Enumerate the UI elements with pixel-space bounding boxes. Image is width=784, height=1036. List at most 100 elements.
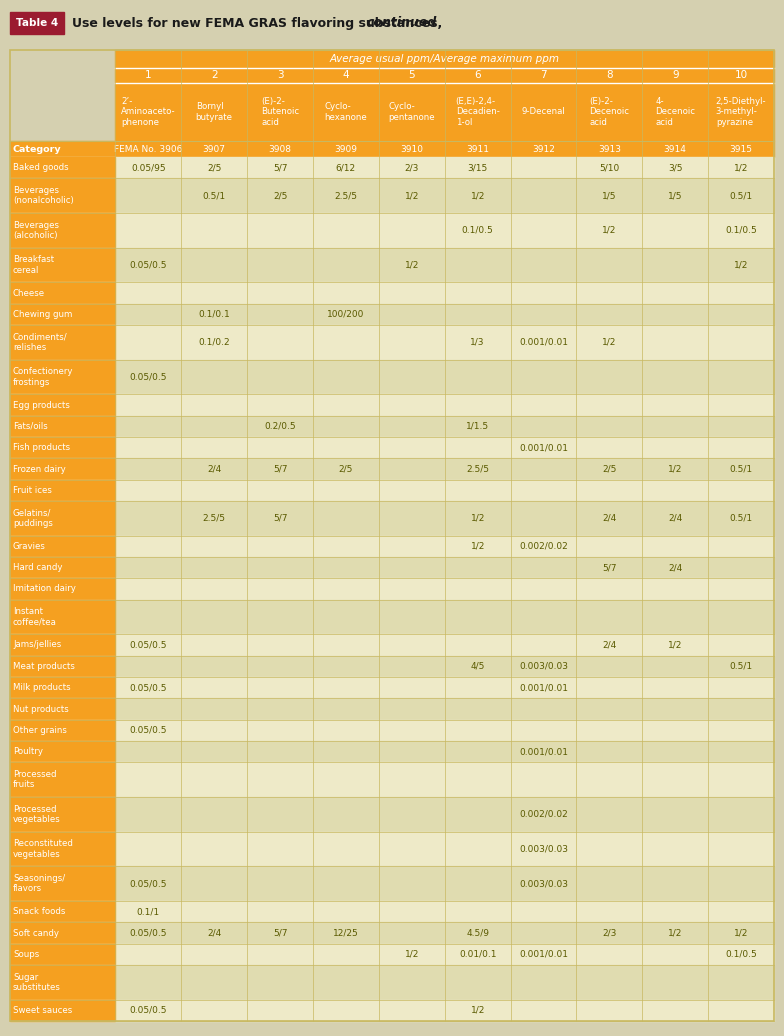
Text: 3/5: 3/5 bbox=[668, 163, 682, 172]
Text: 2: 2 bbox=[211, 70, 217, 81]
Text: Sugar
substitutes: Sugar substitutes bbox=[13, 973, 61, 992]
Text: 0.05/0.5: 0.05/0.5 bbox=[129, 726, 167, 735]
Text: 0.05/0.5: 0.05/0.5 bbox=[129, 260, 167, 269]
Text: 0.1/0.5: 0.1/0.5 bbox=[462, 226, 493, 235]
Text: 0.1/0.5: 0.1/0.5 bbox=[725, 226, 757, 235]
Text: 4/5: 4/5 bbox=[470, 662, 485, 671]
Text: Snack foods: Snack foods bbox=[13, 908, 65, 916]
Text: 5/7: 5/7 bbox=[273, 464, 287, 473]
Bar bbox=[10, 304, 774, 325]
Bar bbox=[10, 157, 115, 178]
Text: Instant
coffee/tea: Instant coffee/tea bbox=[13, 607, 57, 627]
Bar bbox=[10, 600, 115, 634]
Text: Meat products: Meat products bbox=[13, 662, 75, 671]
Text: 5/7: 5/7 bbox=[273, 163, 287, 172]
Text: 0.5/1: 0.5/1 bbox=[729, 192, 753, 200]
Bar bbox=[10, 656, 774, 677]
Text: (E)-2-
Decenoic
acid: (E)-2- Decenoic acid bbox=[590, 96, 630, 127]
Bar bbox=[10, 634, 774, 656]
Bar bbox=[10, 866, 774, 901]
Text: 2/5: 2/5 bbox=[602, 464, 616, 473]
Bar bbox=[10, 437, 774, 458]
Bar bbox=[10, 415, 115, 437]
Text: 1/2: 1/2 bbox=[734, 928, 748, 938]
Text: Fish products: Fish products bbox=[13, 443, 70, 452]
Bar bbox=[10, 501, 774, 536]
Bar bbox=[10, 741, 115, 762]
Bar bbox=[10, 901, 115, 922]
Text: Gelatins/
puddings: Gelatins/ puddings bbox=[13, 509, 53, 528]
Text: 2/3: 2/3 bbox=[602, 928, 616, 938]
Text: 1/2: 1/2 bbox=[734, 260, 748, 269]
Text: Poultry: Poultry bbox=[13, 747, 43, 756]
Text: 0.001/0.01: 0.001/0.01 bbox=[519, 950, 568, 959]
Text: Soft candy: Soft candy bbox=[13, 928, 59, 938]
Text: Table 4: Table 4 bbox=[16, 18, 58, 28]
Bar bbox=[10, 437, 115, 458]
Bar bbox=[10, 536, 115, 557]
Text: 0.05/0.5: 0.05/0.5 bbox=[129, 880, 167, 888]
Text: 1/2: 1/2 bbox=[470, 542, 485, 551]
Text: Milk products: Milk products bbox=[13, 683, 71, 692]
Bar bbox=[10, 922, 115, 944]
Text: 0.003/0.03: 0.003/0.03 bbox=[519, 844, 568, 854]
Text: FEMA No. 3906: FEMA No. 3906 bbox=[114, 144, 183, 153]
Text: 2/4: 2/4 bbox=[668, 564, 682, 572]
Bar bbox=[10, 248, 115, 283]
Bar bbox=[10, 359, 115, 395]
Text: 1/2: 1/2 bbox=[405, 192, 419, 200]
Text: Seasonings/
flavors: Seasonings/ flavors bbox=[13, 874, 65, 893]
Text: Jams/jellies: Jams/jellies bbox=[13, 640, 61, 650]
Text: 0.5/1: 0.5/1 bbox=[729, 464, 753, 473]
Text: Sweet sauces: Sweet sauces bbox=[13, 1006, 72, 1015]
Bar bbox=[10, 178, 774, 213]
Text: 2/3: 2/3 bbox=[405, 163, 419, 172]
Text: 2.5/5: 2.5/5 bbox=[466, 464, 489, 473]
Text: Processed
fruits: Processed fruits bbox=[13, 770, 56, 789]
Text: Reconstituted
vegetables: Reconstituted vegetables bbox=[13, 839, 73, 859]
Text: 0.001/0.01: 0.001/0.01 bbox=[519, 683, 568, 692]
Text: 2/4: 2/4 bbox=[207, 928, 221, 938]
Text: 0.1/0.2: 0.1/0.2 bbox=[198, 338, 230, 347]
Text: 9: 9 bbox=[672, 70, 678, 81]
Text: Chewing gum: Chewing gum bbox=[13, 310, 72, 319]
Text: 3909: 3909 bbox=[335, 144, 358, 153]
Bar bbox=[10, 965, 774, 1000]
Text: 1/2: 1/2 bbox=[668, 640, 682, 650]
Bar bbox=[10, 720, 774, 741]
Text: 0.001/0.01: 0.001/0.01 bbox=[519, 443, 568, 452]
Text: 9-Decenal: 9-Decenal bbox=[521, 108, 565, 116]
Text: 0.5/1: 0.5/1 bbox=[729, 662, 753, 671]
Bar bbox=[10, 677, 115, 698]
Bar bbox=[10, 634, 115, 656]
Text: 3912: 3912 bbox=[532, 144, 555, 153]
Text: Beverages
(nonalcoholic): Beverages (nonalcoholic) bbox=[13, 186, 74, 205]
Text: 12/25: 12/25 bbox=[333, 928, 359, 938]
Text: 1/5: 1/5 bbox=[602, 192, 616, 200]
Text: Breakfast
cereal: Breakfast cereal bbox=[13, 255, 54, 275]
Text: 2,5-Diethyl-
3-methyl-
pyrazine: 2,5-Diethyl- 3-methyl- pyrazine bbox=[716, 96, 767, 127]
Text: 10: 10 bbox=[735, 70, 748, 81]
Text: 4: 4 bbox=[343, 70, 349, 81]
Bar bbox=[115, 50, 774, 68]
Text: 1/5: 1/5 bbox=[668, 192, 682, 200]
Text: Hard candy: Hard candy bbox=[13, 564, 63, 572]
Bar bbox=[10, 395, 774, 415]
Text: 2/5: 2/5 bbox=[273, 192, 287, 200]
Text: Condiments/
relishes: Condiments/ relishes bbox=[13, 333, 67, 352]
Text: 0.001/0.01: 0.001/0.01 bbox=[519, 338, 568, 347]
Text: 1/3: 1/3 bbox=[470, 338, 485, 347]
Bar bbox=[10, 720, 115, 741]
Text: Fats/oils: Fats/oils bbox=[13, 422, 48, 431]
Bar bbox=[10, 141, 774, 157]
Text: 2’-
Aminoaceto-
phenone: 2’- Aminoaceto- phenone bbox=[121, 96, 176, 127]
Bar bbox=[10, 944, 774, 965]
Text: Confectionery
frostings: Confectionery frostings bbox=[13, 368, 74, 386]
Text: Other grains: Other grains bbox=[13, 726, 67, 735]
Bar bbox=[10, 359, 774, 395]
Text: 1/2: 1/2 bbox=[405, 260, 419, 269]
Bar bbox=[10, 797, 115, 832]
Text: 1/2: 1/2 bbox=[405, 950, 419, 959]
Bar bbox=[10, 12, 64, 34]
Text: Category: Category bbox=[13, 144, 62, 153]
